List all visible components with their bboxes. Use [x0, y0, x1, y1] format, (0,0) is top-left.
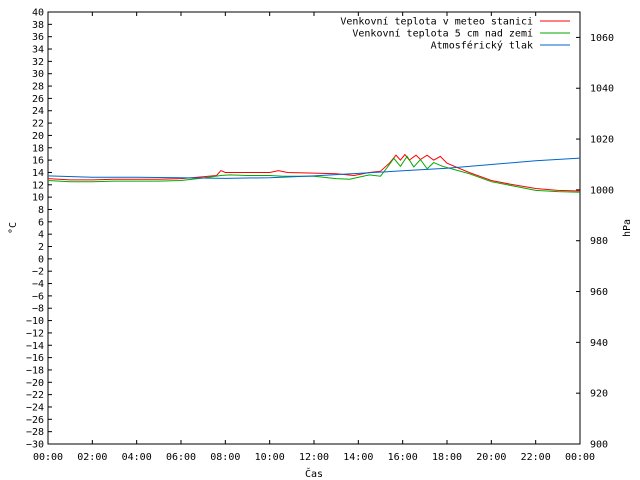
x-tick-label: 18:00 [432, 452, 462, 463]
y-tick-label: −28 [26, 427, 44, 438]
legend-label-1: Venkovní teplota v meteo stanici [340, 16, 533, 28]
y-tick-label: 18 [32, 143, 44, 154]
x-tick-label: 00:00 [565, 452, 595, 463]
x-tick-label: 20:00 [476, 452, 506, 463]
y-tick-label: 22 [32, 119, 44, 130]
y-tick-label: −18 [26, 365, 44, 376]
y-tick-label: 30 [32, 69, 44, 80]
y-tick-label: 32 [32, 57, 44, 68]
y-tick-label: −12 [26, 328, 44, 339]
x-axis-title: Čas [305, 467, 323, 480]
y-tick-label: −14 [26, 341, 44, 352]
legend-label-2: Venkovní teplota 5 cm nad zemí [352, 28, 533, 40]
y-tick-label: 26 [32, 94, 44, 105]
x-tick-label: 10:00 [255, 452, 285, 463]
y-tick-label: −16 [26, 353, 44, 364]
y2-tick-label: 940 [590, 338, 608, 349]
legend: Venkovní teplota v meteo staniciVenkovní… [340, 16, 570, 52]
y-tick-label: 0 [38, 254, 44, 265]
series-line-2 [47, 155, 581, 193]
series-line-1 [47, 153, 581, 192]
y2-tick-label: 1040 [590, 84, 614, 95]
y-tick-label: 38 [32, 20, 44, 31]
y-axis-title: °C [8, 222, 19, 234]
y2-tick-label: 980 [590, 236, 608, 247]
y-tick-label: −4 [32, 279, 44, 290]
series-line-3 [47, 157, 581, 179]
y-tick-label: 4 [38, 230, 44, 241]
y2-tick-label: 920 [590, 389, 608, 400]
y-tick-label: 34 [32, 45, 44, 56]
series-layer [47, 153, 581, 193]
x-tick-label: 06:00 [166, 452, 196, 463]
x-tick-label: 02:00 [77, 452, 107, 463]
y-tick-label: 16 [32, 156, 44, 167]
legend-label-3: Atmosférický tlak [431, 40, 533, 52]
y-tick-label: −30 [26, 440, 44, 451]
y2-tick-label: 900 [590, 440, 608, 451]
y-tick-label: 14 [32, 168, 44, 179]
y-tick-label: 36 [32, 32, 44, 43]
y-tick-label: 12 [32, 180, 44, 191]
y-tick-label: −22 [26, 390, 44, 401]
y-tick-label: −2 [32, 267, 44, 278]
y-tick-label: 8 [38, 205, 44, 216]
plot-frame [47, 11, 581, 445]
y-tick-label: 20 [32, 131, 44, 142]
x-tick-label: 00:00 [33, 452, 63, 463]
ticks-layer: −30−28−26−24−22−20−18−16−14−12−10−8−6−4−… [26, 8, 614, 464]
y-tick-label: 40 [32, 8, 44, 19]
x-tick-label: 22:00 [521, 452, 551, 463]
y-tick-label: −26 [26, 415, 44, 426]
y2-tick-label: 1020 [590, 135, 614, 146]
x-tick-label: 08:00 [210, 452, 240, 463]
y-tick-label: 24 [32, 106, 44, 117]
y-tick-label: 6 [38, 217, 44, 228]
x-tick-label: 12:00 [299, 452, 329, 463]
x-tick-label: 14:00 [343, 452, 373, 463]
y2-axis-title: hPa [622, 219, 633, 237]
y-tick-label: −20 [26, 378, 44, 389]
y-tick-label: 10 [32, 193, 44, 204]
x-tick-label: 16:00 [388, 452, 418, 463]
y-tick-label: −6 [32, 291, 44, 302]
y2-tick-label: 960 [590, 287, 608, 298]
y2-tick-label: 1000 [590, 185, 614, 196]
y-tick-label: −10 [26, 316, 44, 327]
y-tick-label: −8 [32, 304, 44, 315]
y-tick-label: −24 [26, 402, 44, 413]
y-tick-label: 28 [32, 82, 44, 93]
y2-tick-label: 1060 [590, 33, 614, 44]
y-tick-label: 2 [38, 242, 44, 253]
x-tick-label: 04:00 [122, 452, 152, 463]
